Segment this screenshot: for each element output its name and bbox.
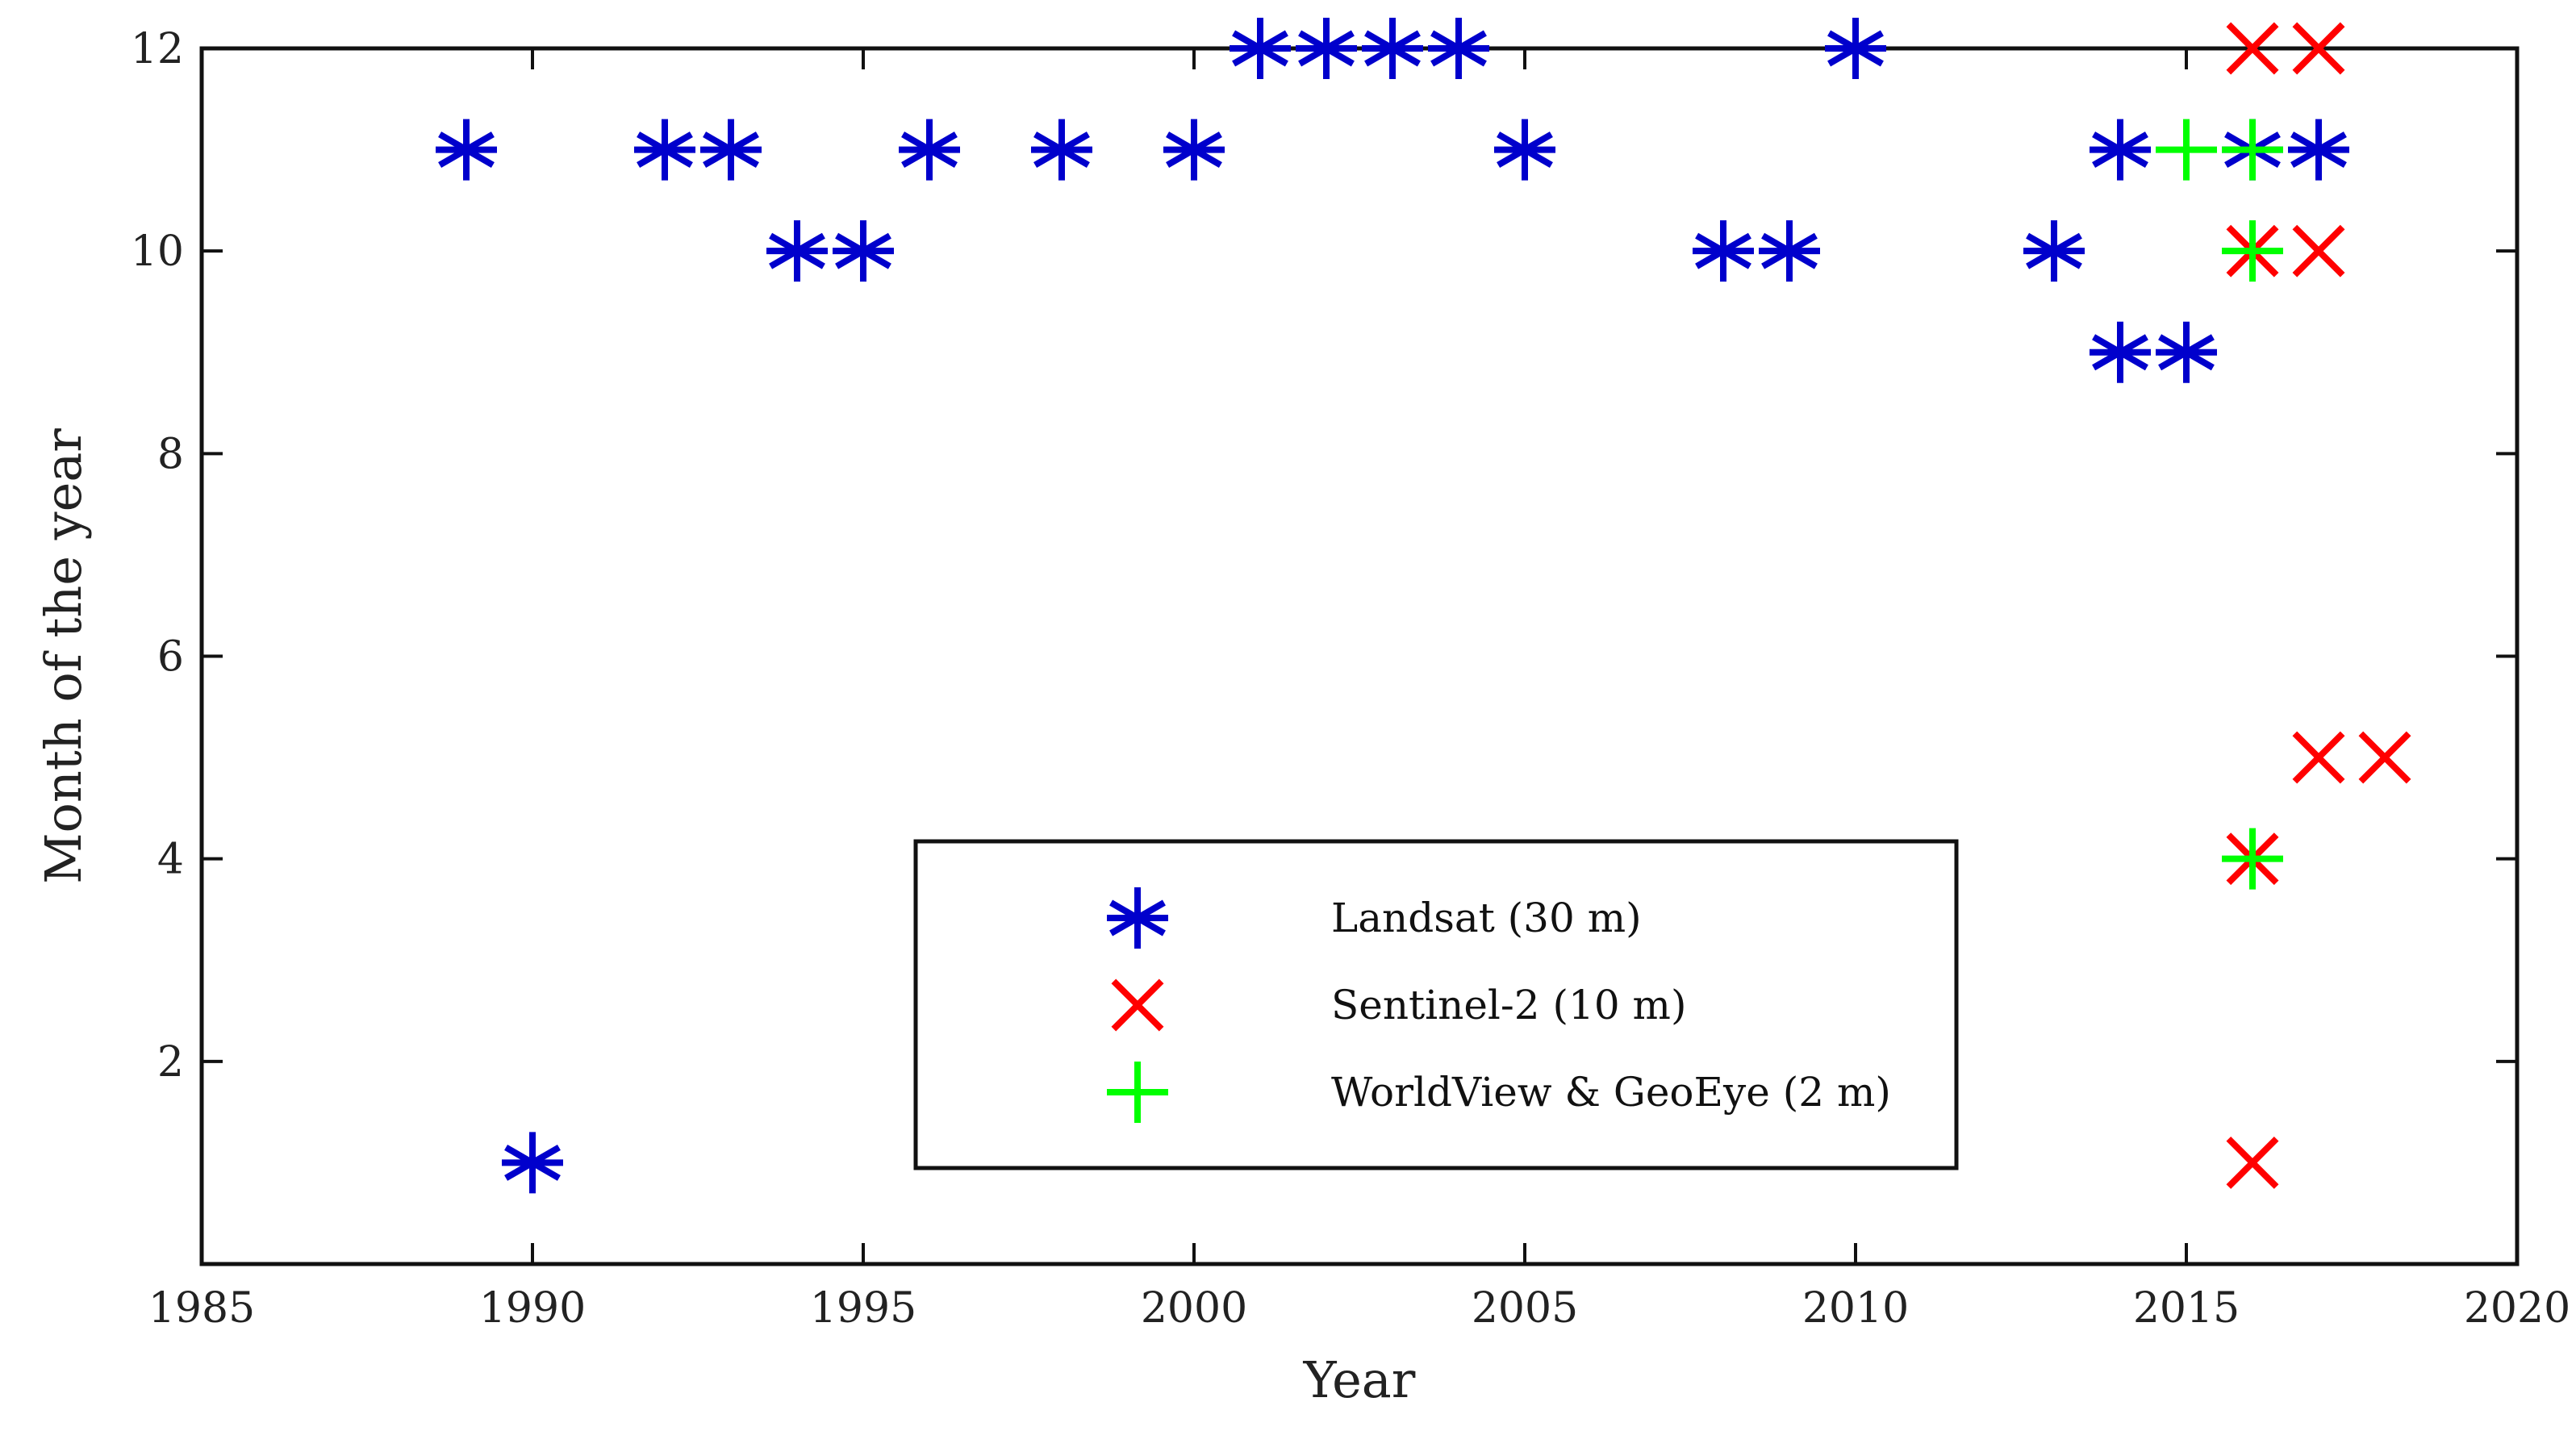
legend-marker-plus xyxy=(1107,1062,1168,1123)
point-asterisk-0 xyxy=(1494,119,1555,181)
point-asterisk-0 xyxy=(2023,220,2085,282)
point-asterisk-0 xyxy=(1362,18,1423,79)
point-asterisk-0 xyxy=(833,220,894,282)
point-asterisk-0 xyxy=(436,119,497,181)
data-marks xyxy=(436,18,2411,1194)
point-x-1 xyxy=(2292,22,2345,75)
point-plus-2 xyxy=(2156,119,2217,181)
point-asterisk-0 xyxy=(2156,321,2217,383)
legend-marker-x xyxy=(1111,978,1164,1032)
y-tick-label: 8 xyxy=(157,430,184,478)
legend-label: Sentinel-2 (10 m) xyxy=(1331,982,1686,1028)
point-asterisk-0 xyxy=(1031,119,1092,181)
y-tick-label: 10 xyxy=(131,227,184,276)
x-tick-label: 1990 xyxy=(479,1284,586,1333)
point-asterisk-0 xyxy=(700,119,762,181)
axes: 1985 1990 1995 2000 2005 2010 2015 2020 2 4 6 8 10 12… xyxy=(34,25,2570,1409)
point-asterisk-0 xyxy=(1230,18,1291,79)
x-tick-label: 2020 xyxy=(2464,1284,2570,1333)
point-asterisk-0 xyxy=(766,220,828,282)
legend-label: WorldView & GeoEye (2 m) xyxy=(1331,1069,1891,1116)
y-tick-label: 4 xyxy=(157,836,184,884)
point-x-1 xyxy=(2292,731,2345,784)
y-tick-label: 6 xyxy=(157,633,184,682)
x-tick-label: 1985 xyxy=(148,1284,255,1333)
point-asterisk-0 xyxy=(2288,119,2349,181)
x-tick-label: 2005 xyxy=(1472,1284,1578,1333)
point-x-1 xyxy=(2226,1136,2279,1189)
x-tick-label: 1995 xyxy=(810,1284,916,1333)
legend-marker-asterisk xyxy=(1107,887,1168,949)
point-x-1 xyxy=(2292,224,2345,277)
point-asterisk-0 xyxy=(899,119,960,181)
point-asterisk-0 xyxy=(1825,18,1886,79)
y-tick-label: 2 xyxy=(157,1038,184,1087)
point-x-1 xyxy=(2226,22,2279,75)
point-asterisk-0 xyxy=(1693,220,1754,282)
point-plus-2 xyxy=(2222,828,2283,890)
legend-label: Landsat (30 m) xyxy=(1331,895,1642,941)
legend-box xyxy=(913,839,1959,1170)
x-axis-title: Year xyxy=(1303,1350,1416,1409)
y-axis-title: Month of the year xyxy=(34,428,93,884)
point-asterisk-0 xyxy=(1428,18,1489,79)
point-x-1 xyxy=(2358,731,2411,784)
point-asterisk-0 xyxy=(1296,18,1357,79)
point-asterisk-0 xyxy=(1163,119,1225,181)
point-asterisk-0 xyxy=(1759,220,1820,282)
legend: Landsat (30 m) Sentinel-2 (10 m) WorldView… xyxy=(913,839,1959,1170)
x-tick-label: 2000 xyxy=(1141,1284,1247,1333)
x-tick-label: 2010 xyxy=(1802,1284,1909,1333)
y-tick-label: 12 xyxy=(131,25,184,73)
point-asterisk-0 xyxy=(502,1132,563,1194)
point-asterisk-0 xyxy=(634,119,695,181)
point-plus-2 xyxy=(2222,119,2283,181)
point-asterisk-0 xyxy=(2090,321,2151,383)
x-tick-label: 2015 xyxy=(2133,1284,2240,1333)
point-asterisk-0 xyxy=(2090,119,2151,181)
point-plus-2 xyxy=(2222,220,2283,282)
